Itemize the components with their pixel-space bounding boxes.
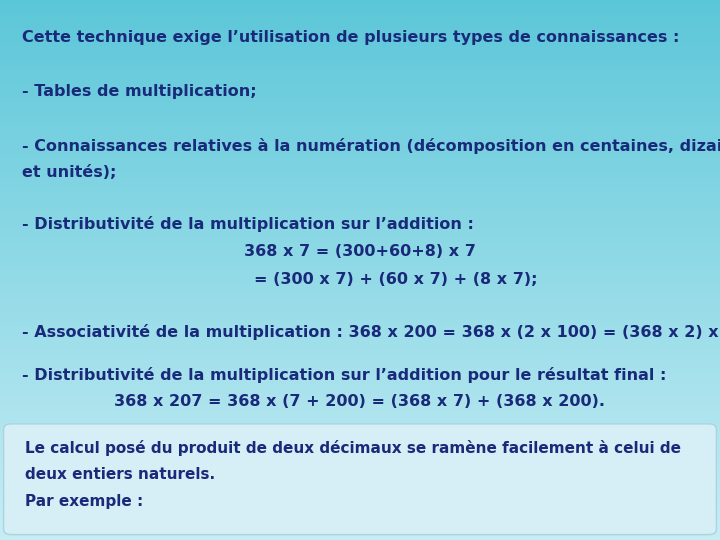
Text: - Tables de multiplication;: - Tables de multiplication; bbox=[22, 84, 256, 99]
Text: - Distributivité de la multiplication sur l’addition :: - Distributivité de la multiplication su… bbox=[22, 216, 474, 232]
Text: = (300 x 7) + (60 x 7) + (8 x 7);: = (300 x 7) + (60 x 7) + (8 x 7); bbox=[254, 272, 538, 287]
Text: 368 x 207 = 368 x (7 + 200) = (368 x 7) + (368 x 200).: 368 x 207 = 368 x (7 + 200) = (368 x 7) … bbox=[114, 394, 606, 409]
FancyBboxPatch shape bbox=[4, 424, 716, 535]
Text: 368 x 7 = (300+60+8) x 7: 368 x 7 = (300+60+8) x 7 bbox=[244, 244, 476, 259]
Text: Le calcul posé du produit de deux décimaux se ramène facilement à celui de: Le calcul posé du produit de deux décima… bbox=[25, 440, 681, 456]
Text: Cette technique exige l’utilisation de plusieurs types de connaissances :: Cette technique exige l’utilisation de p… bbox=[22, 30, 679, 45]
Text: et unités);: et unités); bbox=[22, 165, 116, 180]
Text: deux entiers naturels.: deux entiers naturels. bbox=[25, 467, 215, 482]
Text: - Distributivité de la multiplication sur l’addition pour le résultat final :: - Distributivité de la multiplication su… bbox=[22, 367, 666, 383]
Text: Par exemple :: Par exemple : bbox=[25, 494, 143, 509]
Text: - Associativité de la multiplication : 368 x 200 = 368 x (2 x 100) = (368 x 2) x: - Associativité de la multiplication : 3… bbox=[22, 324, 720, 340]
Text: - Connaissances relatives à la numération (décomposition en centaines, dizaines: - Connaissances relatives à la numératio… bbox=[22, 138, 720, 154]
